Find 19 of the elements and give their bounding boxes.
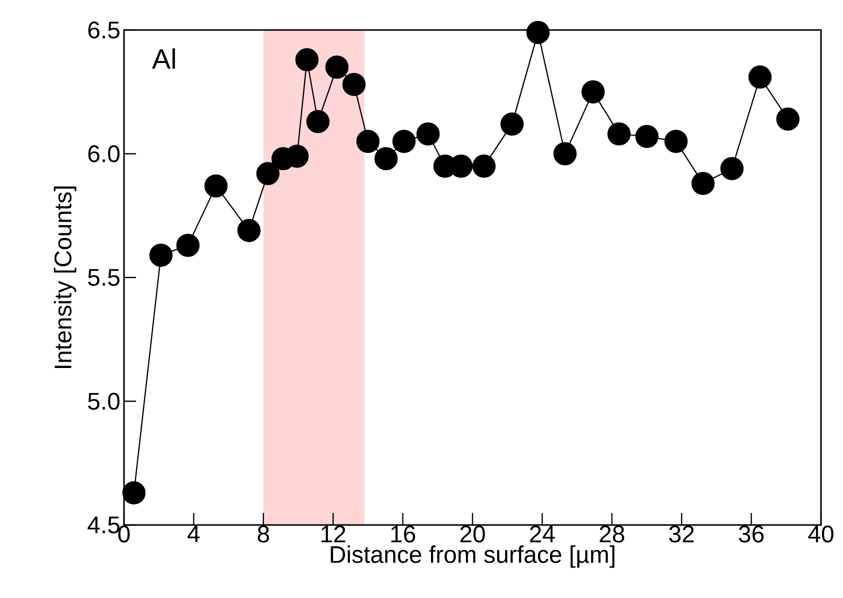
y-tick-label: 5.0 [88, 392, 120, 410]
x-tick-label: 8 [258, 526, 270, 543]
x-tick-label: 28 [600, 526, 624, 543]
x-tick-label: 36 [738, 526, 764, 543]
x-tick-label: 4 [188, 526, 200, 542]
y-tick-label: 6.5 [88, 22, 120, 38]
x-tick-label: 32 [669, 526, 694, 543]
x-tick-label: 20 [460, 526, 485, 543]
annotation: Al [152, 48, 175, 69]
x-axis-title: Distance from surface [µm] [330, 545, 614, 568]
x-tick-label: 40 [808, 526, 834, 543]
y-tick-label: 4.5 [88, 516, 120, 534]
x-tick-label: 0 [118, 526, 130, 543]
x-tick-label: 12 [322, 526, 346, 542]
x-tick-label: 16 [391, 526, 416, 543]
y-axis-title: Intensity [Counts] [54, 186, 76, 368]
x-tick-label: 24 [530, 526, 555, 542]
y-tick-label: 5.5 [88, 269, 120, 286]
y-tick-label: 6.0 [88, 145, 120, 162]
